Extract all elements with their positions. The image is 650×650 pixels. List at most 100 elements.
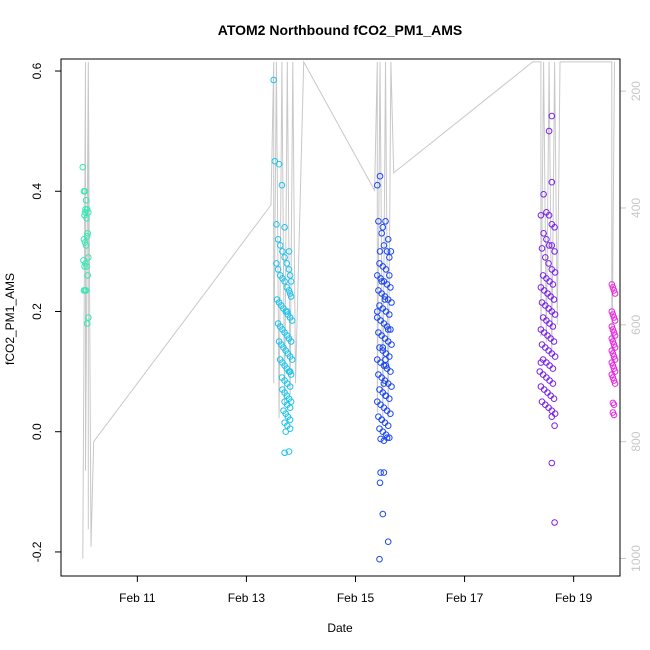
data-point xyxy=(85,254,92,261)
data-point xyxy=(276,242,284,249)
data-point xyxy=(286,368,294,375)
y-tick-label: 0.2 xyxy=(30,303,44,320)
data-point xyxy=(609,362,617,369)
data-point xyxy=(81,239,89,246)
data-point xyxy=(82,197,90,204)
data-point xyxy=(551,311,559,318)
data-point xyxy=(284,308,291,315)
data-point xyxy=(538,245,546,252)
data-point xyxy=(608,347,616,354)
data-point xyxy=(383,248,391,255)
data-point xyxy=(83,320,91,327)
data-point xyxy=(384,422,392,430)
data-point xyxy=(270,76,278,84)
x-tick-label: Feb 15 xyxy=(337,591,375,605)
data-point xyxy=(610,401,618,409)
x-tick-label: Feb 13 xyxy=(228,591,266,605)
data-point xyxy=(549,365,557,372)
data-point xyxy=(273,221,280,228)
x-axis-label: Date xyxy=(327,621,353,635)
data-point xyxy=(386,434,393,442)
data-point xyxy=(384,326,392,333)
data-point xyxy=(84,230,91,237)
data-point xyxy=(609,338,617,345)
plot-frame xyxy=(60,58,621,577)
data-point xyxy=(281,278,288,285)
data-point xyxy=(551,224,558,231)
data-point xyxy=(279,248,286,255)
data-point xyxy=(283,260,291,267)
data-point xyxy=(286,404,294,412)
data-point xyxy=(285,448,293,455)
data-point xyxy=(285,248,293,255)
secondary-tick-label: 600 xyxy=(629,314,643,334)
data-point xyxy=(378,416,386,424)
data-point xyxy=(85,314,92,321)
data-point xyxy=(388,383,395,390)
data-point xyxy=(83,263,90,270)
data-point xyxy=(286,383,294,390)
data-point xyxy=(548,242,556,249)
data-point xyxy=(275,160,283,168)
data-point xyxy=(548,413,556,421)
data-point xyxy=(386,272,393,279)
data-point xyxy=(545,242,553,249)
pressure-trace-line xyxy=(82,60,615,559)
data-point xyxy=(548,459,556,467)
data-point xyxy=(379,224,387,231)
data-point xyxy=(608,359,616,366)
data-point xyxy=(608,308,616,315)
data-points-layer xyxy=(79,76,619,563)
pressure-trace-layer xyxy=(82,60,615,559)
data-point xyxy=(609,311,617,318)
data-point xyxy=(550,296,558,303)
secondary-tick-label: 400 xyxy=(629,198,643,218)
data-point xyxy=(383,434,391,442)
data-point xyxy=(382,356,389,363)
data-point xyxy=(387,410,394,418)
data-point xyxy=(548,178,556,186)
data-point xyxy=(374,308,381,315)
data-point xyxy=(81,263,88,270)
data-point xyxy=(540,191,547,198)
data-point xyxy=(545,212,553,219)
data-point xyxy=(286,290,294,297)
data-point xyxy=(551,422,558,430)
data-point xyxy=(550,395,558,403)
y-tick-label: 0.0 xyxy=(30,423,44,440)
data-point xyxy=(610,353,618,360)
data-point xyxy=(386,254,393,261)
data-point xyxy=(545,260,552,267)
data-point xyxy=(288,317,296,324)
data-point xyxy=(82,260,89,267)
data-point xyxy=(549,281,557,288)
data-point xyxy=(610,365,618,372)
data-point xyxy=(608,323,616,330)
data-point xyxy=(81,188,89,195)
data-point xyxy=(611,380,619,387)
data-point xyxy=(82,242,90,249)
data-point xyxy=(550,338,558,345)
data-point xyxy=(286,416,294,424)
data-point xyxy=(380,242,388,249)
x-tick-label: Feb 19 xyxy=(555,591,593,605)
data-point xyxy=(376,555,383,563)
data-point xyxy=(282,428,290,436)
data-point xyxy=(609,284,617,291)
data-point xyxy=(376,479,384,487)
data-point xyxy=(384,538,392,546)
data-point xyxy=(83,233,91,240)
data-point xyxy=(387,326,394,333)
data-point xyxy=(382,392,389,400)
data-point xyxy=(387,248,395,255)
data-point xyxy=(285,287,293,294)
data-point xyxy=(609,350,617,357)
data-point xyxy=(382,266,390,273)
series-4 xyxy=(608,281,619,419)
data-point xyxy=(376,248,384,255)
series-1 xyxy=(270,76,296,457)
y-tick-label: 0.4 xyxy=(30,183,44,200)
data-point xyxy=(281,449,288,457)
data-point xyxy=(82,287,90,294)
